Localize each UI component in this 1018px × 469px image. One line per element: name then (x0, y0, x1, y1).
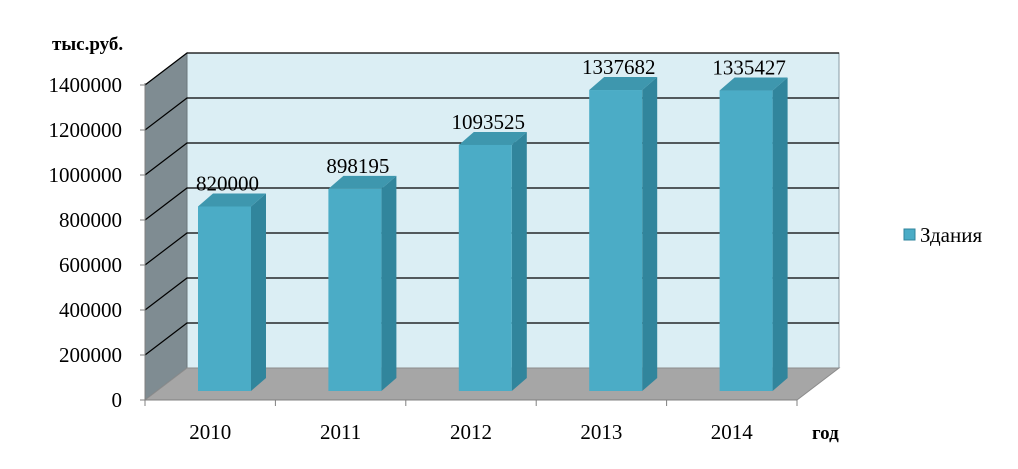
x-axis-unit-label: год (812, 423, 839, 444)
legend: Здания (903, 223, 982, 247)
bar-2013 (589, 77, 658, 392)
legend-label: Здания (920, 223, 982, 247)
bar-top-face (589, 77, 658, 91)
x-tick-label-2011: 2011 (320, 420, 361, 444)
data-label-2010: 820000 (196, 172, 259, 196)
y-axis-unit-label: тыс.руб. (52, 34, 123, 55)
x-tick-label-2010: 2010 (189, 420, 231, 444)
labels: 820000 2010 898195 2011 1093525 2012 1337682 20… (49, 55, 786, 444)
bar-side-face (772, 77, 788, 391)
bar-front-face (328, 188, 382, 391)
bar-front-face (458, 144, 512, 391)
bar-top-face (328, 175, 397, 189)
data-label-2012: 1093525 (452, 110, 526, 134)
data-label-2014: 1335427 (712, 56, 786, 80)
bar-side-face (511, 131, 527, 391)
y-tick-label: 200000 (59, 343, 122, 367)
x-tick-label-2012: 2012 (450, 420, 492, 444)
data-label-2011: 898195 (326, 154, 389, 178)
bar-2011 (328, 175, 397, 391)
x-tick-label-2013: 2013 (580, 420, 622, 444)
bar-front-face (198, 206, 251, 391)
bar-front-face (589, 90, 643, 392)
bar-side-face (251, 193, 266, 391)
data-label-2013: 1337682 (582, 55, 656, 79)
bar-side-face (642, 77, 658, 392)
bar-2014 (719, 77, 788, 391)
side-wall (144, 51, 188, 402)
y-tick-label: 1200000 (49, 118, 123, 142)
bar-2010 (198, 193, 266, 391)
bar-top-face (198, 193, 266, 207)
legend-swatch (903, 228, 916, 241)
bar-top-face (458, 131, 527, 145)
y-tick-label: 1400000 (49, 73, 123, 97)
x-tick-label-2014: 2014 (711, 420, 754, 444)
bar-front-face (719, 90, 773, 391)
y-tick-label: 800000 (59, 208, 122, 232)
axes (140, 83, 798, 406)
bar-2012 (458, 131, 527, 391)
y-tick-label: 0 (112, 388, 123, 412)
bar-side-face (381, 175, 397, 391)
y-tick-label: 600000 (59, 253, 122, 277)
y-tick-label: 1000000 (49, 163, 123, 187)
bars (198, 77, 788, 392)
bar-top-face (719, 77, 788, 91)
gridline (144, 52, 839, 86)
y-tick-label: 400000 (59, 298, 122, 322)
